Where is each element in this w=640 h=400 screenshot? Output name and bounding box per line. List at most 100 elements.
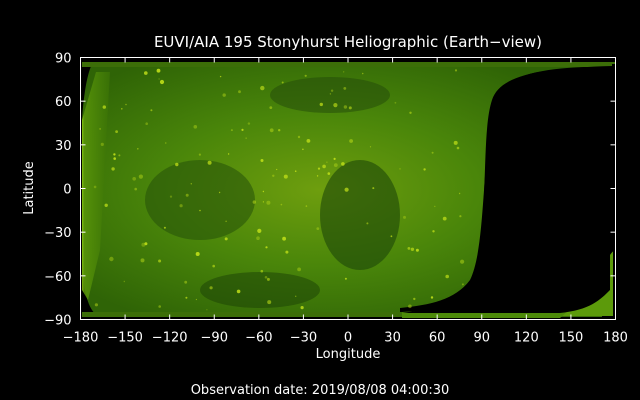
speckle bbox=[219, 75, 222, 78]
speckle bbox=[156, 68, 161, 73]
speckle bbox=[267, 300, 272, 305]
speckle bbox=[306, 139, 311, 143]
speckle bbox=[134, 187, 137, 191]
speckle bbox=[236, 289, 241, 294]
speckle bbox=[369, 146, 372, 148]
speckle bbox=[297, 267, 301, 272]
speckle bbox=[432, 230, 435, 233]
speckle bbox=[245, 137, 247, 139]
speckle bbox=[224, 237, 228, 241]
speckle bbox=[256, 236, 260, 240]
speckle bbox=[207, 160, 212, 165]
speckle bbox=[410, 247, 415, 251]
speckle bbox=[269, 128, 274, 133]
x-tick-label: −90 bbox=[201, 331, 228, 346]
speckle bbox=[409, 111, 412, 115]
x-tick-label: 180 bbox=[603, 331, 628, 346]
speckle bbox=[344, 187, 349, 192]
speckle bbox=[123, 280, 126, 283]
speckle bbox=[319, 102, 323, 107]
observation-date: Observation date: 2019/08/08 04:00:30 bbox=[191, 383, 450, 398]
speckle bbox=[399, 168, 401, 170]
speckle bbox=[99, 128, 101, 130]
speckle bbox=[195, 252, 200, 256]
speckle bbox=[333, 103, 338, 108]
speckle bbox=[100, 142, 104, 146]
bright-speckles bbox=[93, 68, 465, 311]
map-title: EUVI/AIA 195 Stonyhurst Heliographic (Ea… bbox=[154, 33, 542, 51]
speckle bbox=[297, 135, 301, 139]
speckle bbox=[140, 258, 145, 263]
speckle bbox=[227, 153, 230, 155]
x-axis-label: Longitude bbox=[316, 347, 381, 362]
x-tick-label: 90 bbox=[473, 331, 490, 346]
speckle bbox=[281, 81, 284, 84]
x-tick-label: 30 bbox=[384, 331, 401, 346]
speckle bbox=[109, 256, 114, 262]
speckle bbox=[175, 162, 179, 167]
speckle bbox=[132, 177, 136, 181]
speckle bbox=[333, 163, 338, 168]
x-tick-label: 120 bbox=[514, 331, 539, 346]
speckle bbox=[361, 72, 364, 75]
speckle bbox=[280, 203, 283, 206]
speckle bbox=[241, 128, 244, 131]
speckle bbox=[179, 204, 183, 208]
speckle bbox=[266, 277, 270, 281]
x-axis-ticks: −180 −150 −120 −90 −60 −30 0 30 60 90 120 150 180 bbox=[63, 57, 628, 346]
speckle bbox=[198, 153, 201, 156]
speckle bbox=[115, 130, 118, 134]
speckle bbox=[326, 161, 328, 163]
speckle bbox=[322, 164, 326, 169]
euv-map-image bbox=[80, 57, 616, 320]
speckle bbox=[300, 306, 304, 310]
speckle bbox=[304, 74, 307, 77]
y-tick-label: 60 bbox=[55, 95, 72, 110]
speckle bbox=[390, 235, 393, 238]
speckle bbox=[366, 222, 369, 225]
speckle bbox=[459, 215, 462, 218]
speckle bbox=[144, 71, 148, 75]
speckle bbox=[343, 71, 345, 73]
y-axis-ticks: 90 60 30 0 −30 −60 −90 bbox=[44, 52, 616, 329]
speckle bbox=[141, 242, 146, 247]
speckle bbox=[199, 209, 201, 212]
speckle bbox=[415, 248, 419, 252]
speckle bbox=[206, 309, 208, 311]
speckle bbox=[408, 304, 412, 309]
speckle bbox=[294, 170, 297, 172]
speckle bbox=[225, 220, 227, 222]
x-tick-label: 150 bbox=[559, 331, 584, 346]
speckle bbox=[295, 295, 297, 297]
speckle bbox=[260, 159, 264, 162]
speckle bbox=[372, 187, 375, 190]
speckle bbox=[252, 200, 256, 204]
speckle bbox=[113, 157, 116, 160]
speckle bbox=[230, 129, 233, 132]
speckle bbox=[94, 303, 98, 307]
speckle bbox=[137, 148, 139, 150]
speckle bbox=[113, 153, 116, 156]
speckle bbox=[218, 191, 221, 194]
y-tick-label: −60 bbox=[44, 270, 71, 285]
speckle bbox=[269, 106, 273, 109]
speckle bbox=[344, 277, 347, 280]
speckle bbox=[434, 205, 436, 208]
speckle bbox=[445, 274, 450, 279]
speckle bbox=[305, 205, 308, 207]
speckle bbox=[257, 228, 262, 233]
y-axis-label: Latitude bbox=[22, 161, 37, 215]
speckle bbox=[276, 168, 278, 171]
speckle bbox=[330, 89, 334, 92]
speckle bbox=[430, 296, 434, 299]
speckle bbox=[394, 101, 397, 104]
speckle bbox=[121, 108, 123, 110]
speckle bbox=[283, 174, 288, 179]
speckle bbox=[343, 105, 348, 109]
speckle bbox=[158, 78, 160, 80]
speckle bbox=[349, 139, 353, 143]
speckle bbox=[333, 157, 336, 160]
speckle bbox=[302, 148, 304, 151]
speckle bbox=[163, 226, 166, 229]
speckle bbox=[407, 247, 411, 250]
